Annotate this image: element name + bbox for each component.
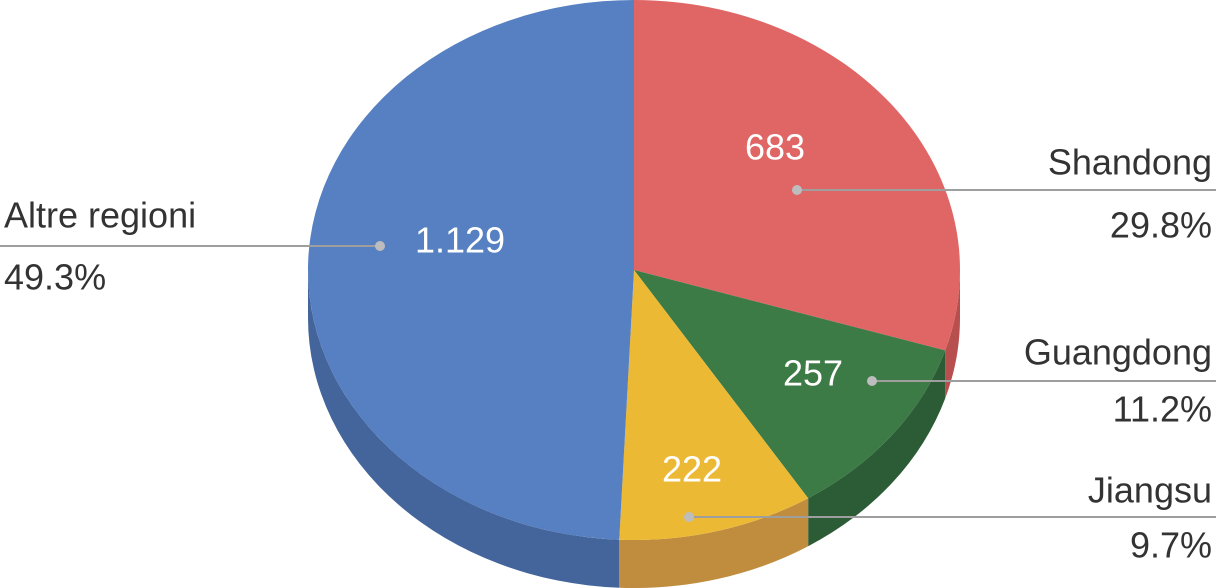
legend-label: Altre regioni xyxy=(4,195,196,236)
slice xyxy=(619,270,809,540)
value-label: 1.129 xyxy=(415,220,505,261)
value-label: 257 xyxy=(783,353,843,394)
legend-label: Guangdong xyxy=(1024,332,1212,373)
value-label: 222 xyxy=(662,449,722,490)
percent-label: 29.8% xyxy=(1110,205,1212,246)
leader-dot xyxy=(684,512,694,522)
legend-label: Shandong xyxy=(1048,142,1212,183)
slice-side xyxy=(619,498,809,588)
percent-label: 11.2% xyxy=(1113,389,1212,430)
leader-dot xyxy=(867,376,877,386)
slice xyxy=(308,0,634,540)
slice xyxy=(634,270,946,499)
slice-side xyxy=(808,350,946,547)
percent-label: 49.3% xyxy=(4,257,106,298)
leader-dot xyxy=(375,241,385,251)
slice-side xyxy=(308,270,620,588)
slice xyxy=(634,0,961,351)
leader-dot xyxy=(792,185,802,195)
slice-side xyxy=(945,270,960,399)
legend-label: Jiangsu xyxy=(1088,470,1212,511)
percent-label: 9.7% xyxy=(1130,525,1212,566)
value-label: 683 xyxy=(745,127,805,168)
